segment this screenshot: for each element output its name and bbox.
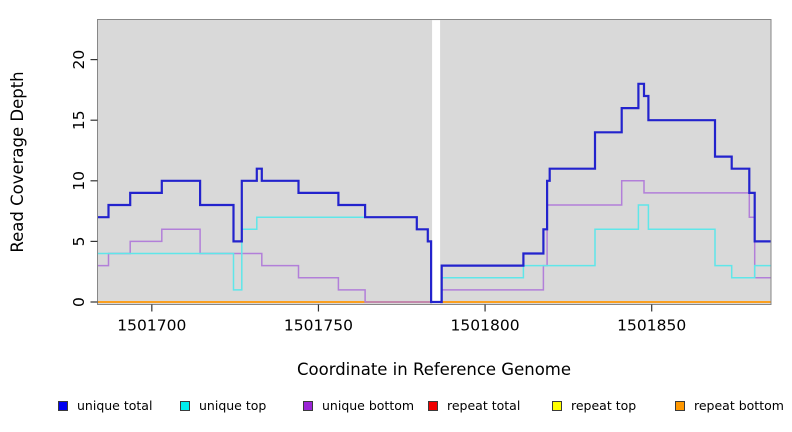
y-axis-tick-label: 15 — [70, 110, 88, 130]
legend-label: repeat bottom — [694, 398, 784, 413]
legend-item-repeat-total: repeat total — [428, 398, 520, 413]
coverage-chart: 1501700 1501750 1501800 1501850 0 5 10 15 20 Coo… — [8, 19, 772, 379]
legend-label: unique total — [77, 398, 153, 413]
y-axis-tick-label: 0 — [70, 297, 88, 307]
legend-swatch-unique-bottom — [303, 400, 313, 411]
legend-swatch-repeat-bottom — [675, 400, 685, 411]
legend-item-unique-top: unique top — [180, 398, 266, 413]
x-axis-tick-label: 1501850 — [617, 317, 686, 335]
coverage-gap-region — [432, 20, 441, 304]
legend-swatch-unique-total — [58, 400, 68, 411]
y-axis-tick-label: 10 — [70, 171, 88, 191]
x-axis-title: Coordinate in Reference Genome — [297, 360, 571, 379]
series-line-unique-total — [97, 82, 771, 304]
y-axis-tick-label: 5 — [70, 236, 88, 246]
series-line-unique-bottom — [97, 180, 771, 303]
legend-swatch-unique-top — [180, 400, 190, 411]
legend-item-unique-total: unique total — [58, 398, 152, 413]
legend-item-unique-bottom: unique bottom — [303, 398, 414, 413]
legend-label: repeat total — [447, 398, 521, 413]
x-axis-tick-label: 1501700 — [117, 317, 186, 335]
legend-swatch-repeat-total — [428, 400, 438, 411]
x-axis-tick-label: 1501800 — [451, 317, 520, 335]
legend-label: unique bottom — [322, 398, 415, 413]
x-axis-tick-label: 1501750 — [284, 317, 353, 335]
legend-label: unique top — [199, 398, 267, 413]
legend-item-repeat-top: repeat top — [552, 398, 636, 413]
legend-swatch-repeat-top — [552, 400, 562, 411]
legend-label: repeat top — [571, 398, 637, 413]
chart-legend: unique total unique top unique bottom repea… — [0, 398, 792, 424]
legend-item-repeat-bottom: repeat bottom — [675, 398, 784, 413]
y-axis-tick-label: 20 — [70, 50, 88, 70]
series-line-unique-top — [97, 204, 771, 303]
y-axis-title: Read Coverage Depth — [8, 71, 27, 252]
plot-border — [97, 19, 772, 305]
